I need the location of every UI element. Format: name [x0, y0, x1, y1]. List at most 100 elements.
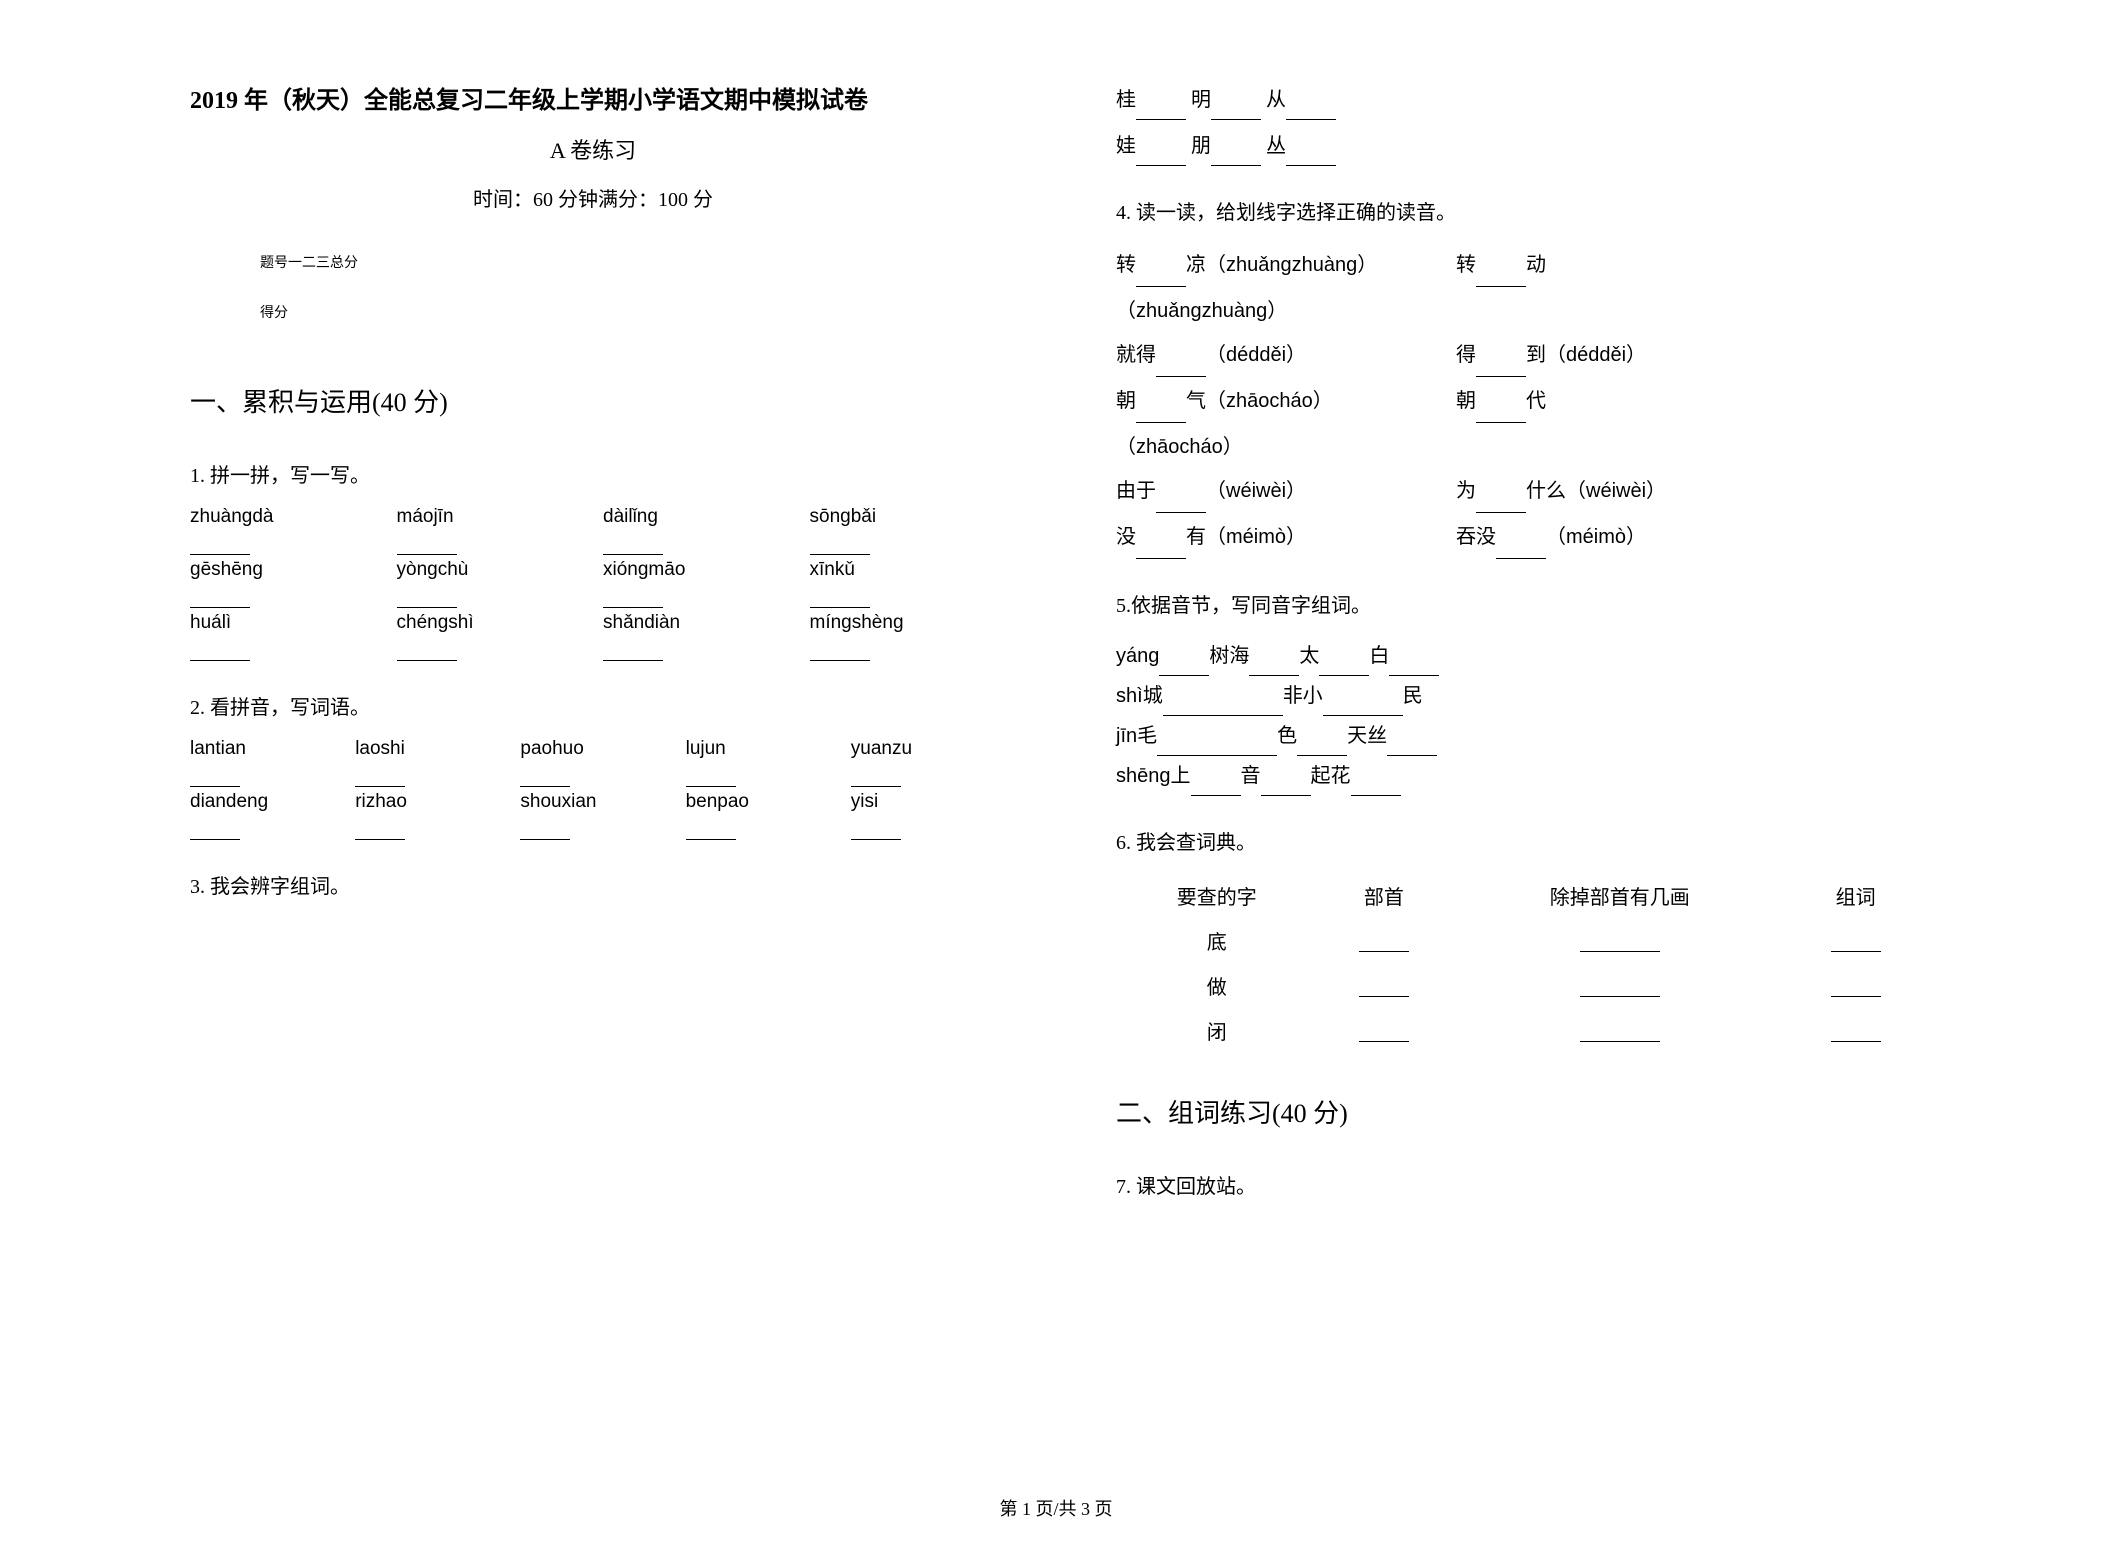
answer-blank[interactable] — [1156, 493, 1206, 513]
answer-blank[interactable] — [1359, 1022, 1409, 1042]
answer-blank[interactable] — [1136, 146, 1186, 166]
answer-blank[interactable] — [1476, 267, 1526, 287]
pinyin-choice: （zhuǎngzhuàng） — [1206, 254, 1377, 276]
pinyin-choice: （zhāocháo） — [1206, 390, 1333, 412]
answer-blank[interactable] — [1156, 357, 1206, 377]
answer-blank[interactable] — [1261, 776, 1311, 796]
pinyin-item: máojīn — [397, 506, 584, 528]
answer-blank[interactable] — [603, 588, 663, 608]
char-label: 就得 — [1116, 344, 1156, 366]
char-label: 明 — [1191, 89, 1211, 111]
answer-blank[interactable] — [1211, 146, 1261, 166]
q3-row-a: 桂 明 从 — [1116, 80, 1922, 120]
answer-blank[interactable] — [1323, 696, 1403, 716]
q5-line: yáng树海太白 — [1116, 636, 1922, 676]
pinyin-item: lujun — [686, 738, 831, 760]
answer-blank[interactable] — [1496, 539, 1546, 559]
answer-blank[interactable] — [1389, 656, 1439, 676]
answer-blank[interactable] — [190, 767, 240, 787]
answer-blank[interactable] — [686, 767, 736, 787]
answer-blank[interactable] — [1136, 539, 1186, 559]
answer-blank[interactable] — [1136, 403, 1186, 423]
answer-blank[interactable] — [355, 767, 405, 787]
answer-blank[interactable] — [851, 767, 901, 787]
pinyin-item: sōngbǎi — [810, 506, 997, 528]
pinyin-item: xióngmāo — [603, 559, 790, 581]
answer-blank[interactable] — [810, 641, 870, 661]
word-label: 动 — [1526, 254, 1546, 276]
answer-blank[interactable] — [1297, 736, 1347, 756]
answer-blank[interactable] — [810, 588, 870, 608]
word-label: 城 — [1143, 685, 1163, 707]
answer-blank[interactable] — [190, 641, 250, 661]
answer-blank[interactable] — [1286, 100, 1336, 120]
word-label: 白 — [1369, 645, 1389, 667]
answer-blank[interactable] — [397, 641, 457, 661]
word-label: 树海 — [1209, 645, 1249, 667]
answer-blank[interactable] — [1580, 977, 1660, 997]
q1-title: 1. 拼一拼，写一写。 — [190, 459, 996, 488]
q4-row: 转凉（zhuǎngzhuàng） 转动 — [1116, 243, 1922, 287]
char-label: 由于 — [1116, 480, 1156, 502]
exam-subtitle: A 卷练习 — [190, 133, 996, 165]
answer-blank[interactable] — [1831, 932, 1881, 952]
answer-blank[interactable] — [1159, 656, 1209, 676]
pinyin-item: yisi — [851, 791, 996, 813]
char-label: 为 — [1456, 480, 1476, 502]
answer-blank[interactable] — [851, 820, 901, 840]
answer-blank[interactable] — [1580, 932, 1660, 952]
pinyin-item: yuanzu — [851, 738, 996, 760]
answer-blank[interactable] — [1476, 493, 1526, 513]
word-label: 代 — [1526, 390, 1546, 412]
q5-line: jīn毛色天丝 — [1116, 716, 1922, 756]
answer-blank[interactable] — [397, 588, 457, 608]
score-header-row: 题号一二三总分 — [260, 252, 996, 272]
answer-blank[interactable] — [355, 820, 405, 840]
answer-blank[interactable] — [190, 535, 250, 555]
answer-blank[interactable] — [1249, 656, 1299, 676]
answer-blank[interactable] — [1831, 977, 1881, 997]
answer-blank[interactable] — [1476, 403, 1526, 423]
q4-title: 4. 读一读，给划线字选择正确的读音。 — [1116, 196, 1922, 225]
answer-blank[interactable] — [1286, 146, 1336, 166]
answer-blank[interactable] — [1580, 1022, 1660, 1042]
answer-blank[interactable] — [1351, 776, 1401, 796]
q4-row: 由于（wéiwèi） 为什么（wéiwèi） — [1116, 469, 1922, 513]
answer-blank[interactable] — [190, 820, 240, 840]
answer-blank[interactable] — [1136, 267, 1186, 287]
answer-blank[interactable] — [190, 588, 250, 608]
table-cell-char: 做 — [1116, 963, 1318, 1008]
table-cell-char: 闭 — [1116, 1008, 1318, 1053]
pinyin-choice: （wéiwèi） — [1206, 480, 1306, 502]
answer-blank[interactable] — [520, 767, 570, 787]
answer-blank[interactable] — [1136, 100, 1186, 120]
q3-title: 3. 我会辨字组词。 — [190, 870, 996, 899]
answer-blank[interactable] — [810, 535, 870, 555]
answer-blank[interactable] — [397, 535, 457, 555]
answer-blank[interactable] — [1163, 696, 1283, 716]
score-value-row: 得分 — [260, 302, 996, 322]
answer-blank[interactable] — [1476, 357, 1526, 377]
answer-blank[interactable] — [1359, 932, 1409, 952]
table-header: 除掉部首有几画 — [1450, 873, 1789, 918]
word-label: 非小 — [1283, 685, 1323, 707]
answer-blank[interactable] — [1191, 776, 1241, 796]
pinyin-item: lantian — [190, 738, 335, 760]
table-row: 底 — [1116, 918, 1922, 963]
answer-blank[interactable] — [1359, 977, 1409, 997]
answer-blank[interactable] — [603, 641, 663, 661]
table-cell-char: 底 — [1116, 918, 1318, 963]
answer-blank[interactable] — [1387, 736, 1437, 756]
answer-blank[interactable] — [1157, 736, 1277, 756]
answer-blank[interactable] — [686, 820, 736, 840]
char-label: 朝 — [1456, 390, 1476, 412]
answer-blank[interactable] — [603, 535, 663, 555]
q4-row-cont: （zhāocháo） — [1116, 425, 1922, 469]
answer-blank[interactable] — [1211, 100, 1261, 120]
answer-blank[interactable] — [1319, 656, 1369, 676]
answer-blank[interactable] — [1831, 1022, 1881, 1042]
word-label: 色 — [1277, 725, 1297, 747]
q2-title: 2. 看拼音，写词语。 — [190, 691, 996, 720]
answer-blank[interactable] — [520, 820, 570, 840]
page-footer: 第 1 页/共 3 页 — [0, 1495, 2112, 1521]
